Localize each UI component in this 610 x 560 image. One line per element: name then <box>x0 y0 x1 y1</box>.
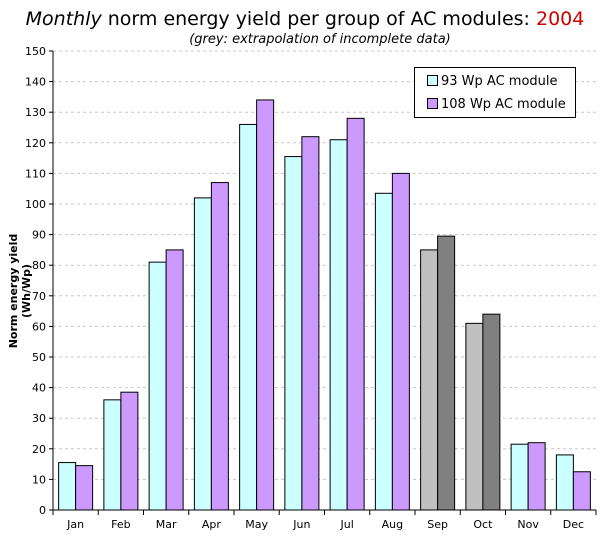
bar-jan-series-2 <box>75 465 94 511</box>
bar-dec-series-1 <box>555 454 574 511</box>
bar-jan-series-1 <box>58 462 77 511</box>
bar-feb-series-2 <box>120 391 139 511</box>
y-tick-label: 80 <box>32 259 46 272</box>
bar-aug-series-1 <box>374 192 393 511</box>
y-tick-label: 130 <box>25 106 46 119</box>
bar-oct-series-2 <box>482 313 501 511</box>
y-tick-label: 150 <box>25 45 46 58</box>
bar-aug-series-2 <box>391 172 410 511</box>
x-axis-ticks: Jan Feb Mar Apr May Jun Jul Aug Sep Oct Nov Dec <box>52 510 597 531</box>
bar-sep-series-1 <box>420 249 439 511</box>
bar-mar-series-2 <box>165 249 184 511</box>
legend-item-93wp: 93 Wp AC module <box>427 74 558 89</box>
bar-jul-series-1 <box>329 139 348 511</box>
x-tick-label: Jul <box>339 518 353 531</box>
legend-item-108wp: 108 Wp AC module <box>427 97 566 112</box>
y-tick-label: 120 <box>25 137 46 150</box>
bar-feb-series-1 <box>103 399 122 511</box>
x-tick-label: Nov <box>517 518 539 531</box>
legend-swatch-93wp <box>427 75 438 86</box>
y-tick-label: 30 <box>32 412 46 425</box>
bar-oct-series-1 <box>465 322 484 511</box>
x-tick-label: Mar <box>156 518 177 531</box>
y-tick-label: 90 <box>32 229 46 242</box>
y-tick-label: 110 <box>25 167 46 180</box>
bar-may-series-1 <box>239 123 258 511</box>
bar-jun-series-1 <box>284 156 303 511</box>
y-tick-label: 20 <box>32 443 46 456</box>
x-tick-label: Sep <box>427 518 448 531</box>
legend: 93 Wp AC module 108 Wp AC module <box>414 67 576 118</box>
x-tick-label: Dec <box>563 518 584 531</box>
bar-nov-series-1 <box>510 443 529 511</box>
x-tick-label: Oct <box>473 518 493 531</box>
y-tick-label: 40 <box>32 382 46 395</box>
x-tick-label: Jan <box>66 518 84 531</box>
bar-nov-series-2 <box>527 442 546 511</box>
x-tick-label: Aug <box>382 518 403 531</box>
bar-may-series-2 <box>256 99 275 511</box>
x-tick-label: Feb <box>111 518 130 531</box>
x-tick-label: Jun <box>292 518 310 531</box>
chart-title: Monthly norm energy yield per group of A… <box>0 8 610 30</box>
bar-apr-series-2 <box>210 182 229 511</box>
y-tick-label: 60 <box>32 320 46 333</box>
x-tick-label: Apr <box>202 518 222 531</box>
chart-title-italic: Monthly <box>25 8 102 30</box>
bar-mar-series-1 <box>148 261 167 511</box>
x-tick-label: May <box>245 518 268 531</box>
y-tick-label: 140 <box>25 76 46 89</box>
chart-title-year: 2004 <box>535 8 585 30</box>
y-tick-label: 70 <box>32 290 46 303</box>
bar-dec-series-2 <box>572 471 591 511</box>
bar-jul-series-2 <box>346 117 365 511</box>
chart-subtitle: (grey: extrapolation of incomplete data) <box>189 32 451 47</box>
y-tick-label: 0 <box>39 504 46 517</box>
bar-apr-series-1 <box>193 197 212 511</box>
chart-title-main: norm energy yield per group of AC module… <box>101 8 536 30</box>
y-tick-label: 10 <box>32 473 46 486</box>
y-axis-ticks: 0 10 20 30 40 50 60 70 80 90 100 110 120 130 140 150 <box>25 45 53 517</box>
legend-label-93wp: 93 Wp AC module <box>441 74 558 89</box>
bar-jun-series-2 <box>301 136 320 511</box>
legend-swatch-108wp <box>427 98 438 109</box>
bar-sep-series-2 <box>437 235 456 511</box>
legend-label-108wp: 108 Wp AC module <box>441 97 566 112</box>
y-axis-label: Norm energy yield (Wh/Wp) <box>7 233 33 349</box>
y-tick-label: 100 <box>25 198 46 211</box>
bars <box>58 99 591 511</box>
y-tick-label: 50 <box>32 351 46 364</box>
